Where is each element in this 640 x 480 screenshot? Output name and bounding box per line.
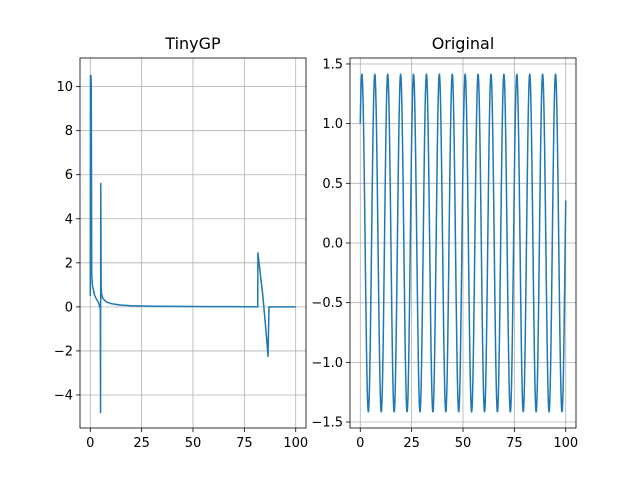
tinygp-ytick-label: 10 — [56, 80, 73, 95]
original-ytick-label: −0.5 — [311, 296, 343, 311]
original-ytick-label: 0.0 — [322, 237, 343, 252]
tinygp-grid — [80, 58, 306, 428]
tinygp-xtick-label: 0 — [86, 436, 94, 451]
original-xtick-label: 0 — [356, 436, 364, 451]
original-ticks: 0 25 50 75 100 −1.5 −1.0 −0.5 0.0 0.5 1.0 1.5 — [311, 57, 578, 451]
tinygp-ticks: 0 25 50 75 100 −4 −2 0 2 4 6 8 10 — [54, 80, 308, 451]
original-plot: 0 25 50 75 100 −1.5 −1.0 −0.5 0.0 0.5 1.0 1.5 Origi… — [311, 34, 578, 451]
original-ytick-label: 0.5 — [322, 177, 343, 192]
tinygp-xtick-label: 50 — [185, 436, 202, 451]
tinygp-xtick-label: 25 — [133, 436, 150, 451]
tinygp-xtick-label: 100 — [283, 436, 308, 451]
tinygp-title: TinyGP — [164, 34, 221, 53]
original-xtick-label: 25 — [403, 436, 420, 451]
tinygp-plot: 0 25 50 75 100 −4 −2 0 2 4 6 8 10 TinyGP — [54, 34, 308, 451]
original-ytick-label: 1.5 — [322, 57, 343, 72]
tinygp-ytick-label: 6 — [65, 168, 73, 183]
original-xtick-label: 50 — [455, 436, 472, 451]
tinygp-ytick-label: 4 — [65, 212, 73, 227]
original-ytick-label: −1.5 — [311, 416, 343, 431]
tinygp-ytick-label: 0 — [65, 300, 73, 315]
tinygp-ytick-label: −2 — [54, 344, 73, 359]
original-ytick-label: 1.0 — [322, 117, 343, 132]
tinygp-ytick-label: 2 — [65, 256, 73, 271]
original-xtick-label: 100 — [553, 436, 578, 451]
original-title: Original — [432, 34, 495, 53]
tinygp-xtick-label: 75 — [236, 436, 253, 451]
original-series-line — [359, 73, 567, 413]
original-ytick-label: −1.0 — [311, 356, 343, 371]
tinygp-series-line — [89, 74, 296, 414]
tinygp-ytick-label: −4 — [54, 388, 73, 403]
tinygp-series — [89, 74, 296, 414]
tinygp-ytick-label: 8 — [65, 124, 73, 139]
original-xtick-label: 75 — [506, 436, 523, 451]
original-series — [359, 73, 567, 413]
